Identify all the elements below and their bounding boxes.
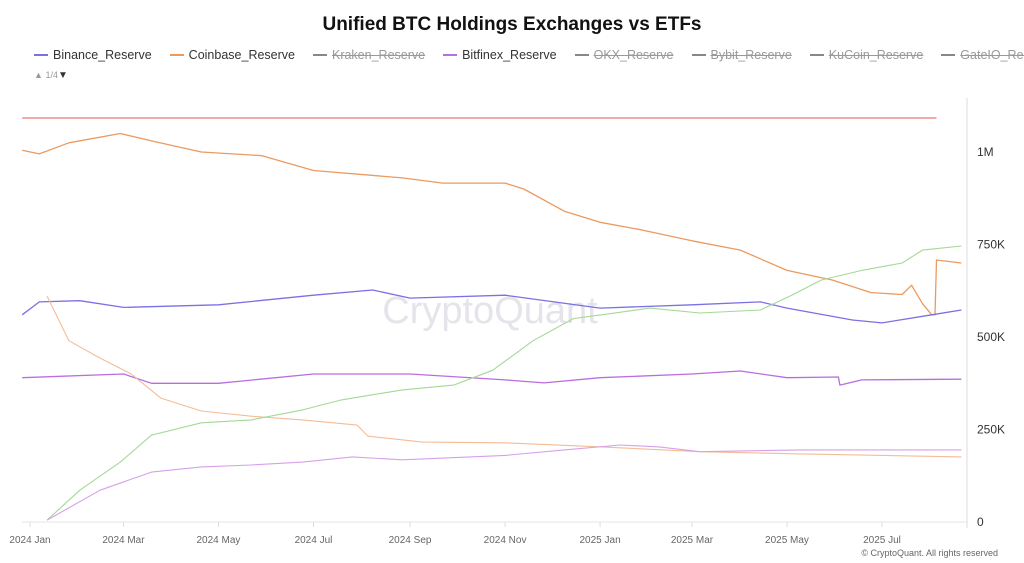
legend-label: Coinbase_Reserve: [188, 48, 295, 62]
legend-swatch: [574, 54, 589, 56]
x-tick-label: 2024 Sep: [389, 535, 432, 546]
pager-down-icon[interactable]: ▼: [57, 70, 68, 81]
x-tick-label: 2024 Nov: [484, 535, 527, 546]
y-tick-label: 500K: [977, 330, 1005, 344]
legend-label: Bitfinex_Reserve: [462, 48, 557, 62]
y-tick-label: 750K: [977, 238, 1005, 252]
credit: © CryptoQuant. All rights reserved: [861, 548, 998, 558]
y-tick-label: 250K: [977, 423, 1005, 437]
series-line-unnamed-5: [46, 444, 962, 521]
pager-text: 1/4: [45, 70, 58, 80]
y-tick-label: 1M: [977, 145, 994, 159]
series-line-bitfinex-reserve: [22, 370, 962, 386]
legend-item-gateio-reserve[interactable]: GateIO_Reserve: [941, 48, 1024, 62]
legend-label: GateIO_Reserve: [960, 48, 1024, 62]
series-line-binance-reserve: [21, 289, 962, 324]
x-tick-label: 2025 May: [765, 535, 809, 546]
series-line-unnamed-4: [46, 245, 962, 521]
legend-label: Binance_Reserve: [53, 48, 152, 62]
pager-up-icon[interactable]: ▲: [34, 70, 43, 80]
chart-title: Unified BTC Holdings Exchanges vs ETFs: [322, 14, 702, 35]
legend: Binance_Reserve Coinbase_Reserve Kraken_Re…: [34, 48, 1024, 62]
x-tick-label: 2024 May: [197, 535, 241, 546]
legend-swatch: [691, 54, 706, 56]
legend-label: Kraken_Reserve: [331, 48, 426, 62]
legend-swatch: [809, 54, 824, 56]
legend-swatch: [443, 54, 458, 56]
x-tick-label: 2024 Jul: [295, 535, 333, 546]
legend-item-bybit-reserve[interactable]: Bybit_Reserve: [691, 48, 792, 62]
y-tick-label: 0: [977, 515, 984, 529]
legend-swatch: [169, 54, 184, 56]
x-tick-label: 2025 Mar: [671, 535, 714, 546]
x-tick-label: 2025 Jul: [863, 535, 901, 546]
x-tick-label: 2024 Mar: [102, 535, 145, 546]
legend-item-coinbase-reserve[interactable]: Coinbase_Reserve: [169, 48, 295, 62]
legend-label: Bybit_Reserve: [710, 48, 792, 62]
legend-swatch: [312, 54, 327, 56]
legend-item-binance-reserve[interactable]: Binance_Reserve: [34, 48, 152, 62]
x-tick-label: 2024 Jan: [9, 535, 50, 546]
legend-swatch: [34, 54, 48, 56]
series-line-unnamed-3: [46, 296, 962, 458]
legend-item-kraken-reserve[interactable]: Kraken_Reserve: [312, 48, 426, 62]
x-tick-label: 2025 Jan: [579, 535, 620, 546]
legend-item-okx-reserve[interactable]: OKX_Reserve: [574, 48, 674, 62]
legend-label: KuCoin_Reserve: [828, 48, 924, 62]
legend-item-bitfinex-reserve[interactable]: Bitfinex_Reserve: [443, 48, 557, 62]
legend-item-kucoin-reserve[interactable]: KuCoin_Reserve: [809, 48, 924, 62]
legend-swatch: [941, 54, 956, 56]
legend-pager[interactable]: ▲ 1/4▼: [34, 70, 68, 81]
legend-label: OKX_Reserve: [593, 48, 674, 62]
series-line-coinbase-reserve: [22, 132, 962, 316]
